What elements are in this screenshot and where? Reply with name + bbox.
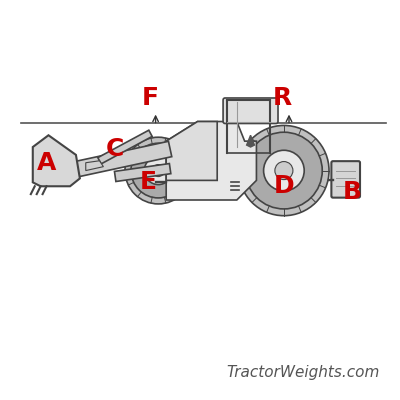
Text: E: E xyxy=(140,170,157,194)
Text: F: F xyxy=(142,86,159,110)
Circle shape xyxy=(275,162,293,180)
Polygon shape xyxy=(86,161,104,170)
Text: C: C xyxy=(106,137,124,161)
Polygon shape xyxy=(68,141,172,178)
Polygon shape xyxy=(166,122,217,180)
Circle shape xyxy=(152,164,164,176)
Polygon shape xyxy=(247,135,254,147)
FancyBboxPatch shape xyxy=(331,161,360,198)
Text: B: B xyxy=(343,180,362,204)
FancyBboxPatch shape xyxy=(223,98,278,124)
Circle shape xyxy=(144,156,172,184)
Circle shape xyxy=(239,126,329,216)
Circle shape xyxy=(246,132,322,209)
Text: D: D xyxy=(274,174,294,198)
Polygon shape xyxy=(114,164,171,182)
Text: TractorWeights.com: TractorWeights.com xyxy=(227,365,380,380)
Circle shape xyxy=(125,137,192,204)
Circle shape xyxy=(264,150,304,191)
Polygon shape xyxy=(98,130,152,164)
Text: A: A xyxy=(37,151,56,175)
Text: R: R xyxy=(272,86,292,110)
Polygon shape xyxy=(166,122,256,200)
Circle shape xyxy=(131,143,186,198)
Polygon shape xyxy=(33,135,80,186)
